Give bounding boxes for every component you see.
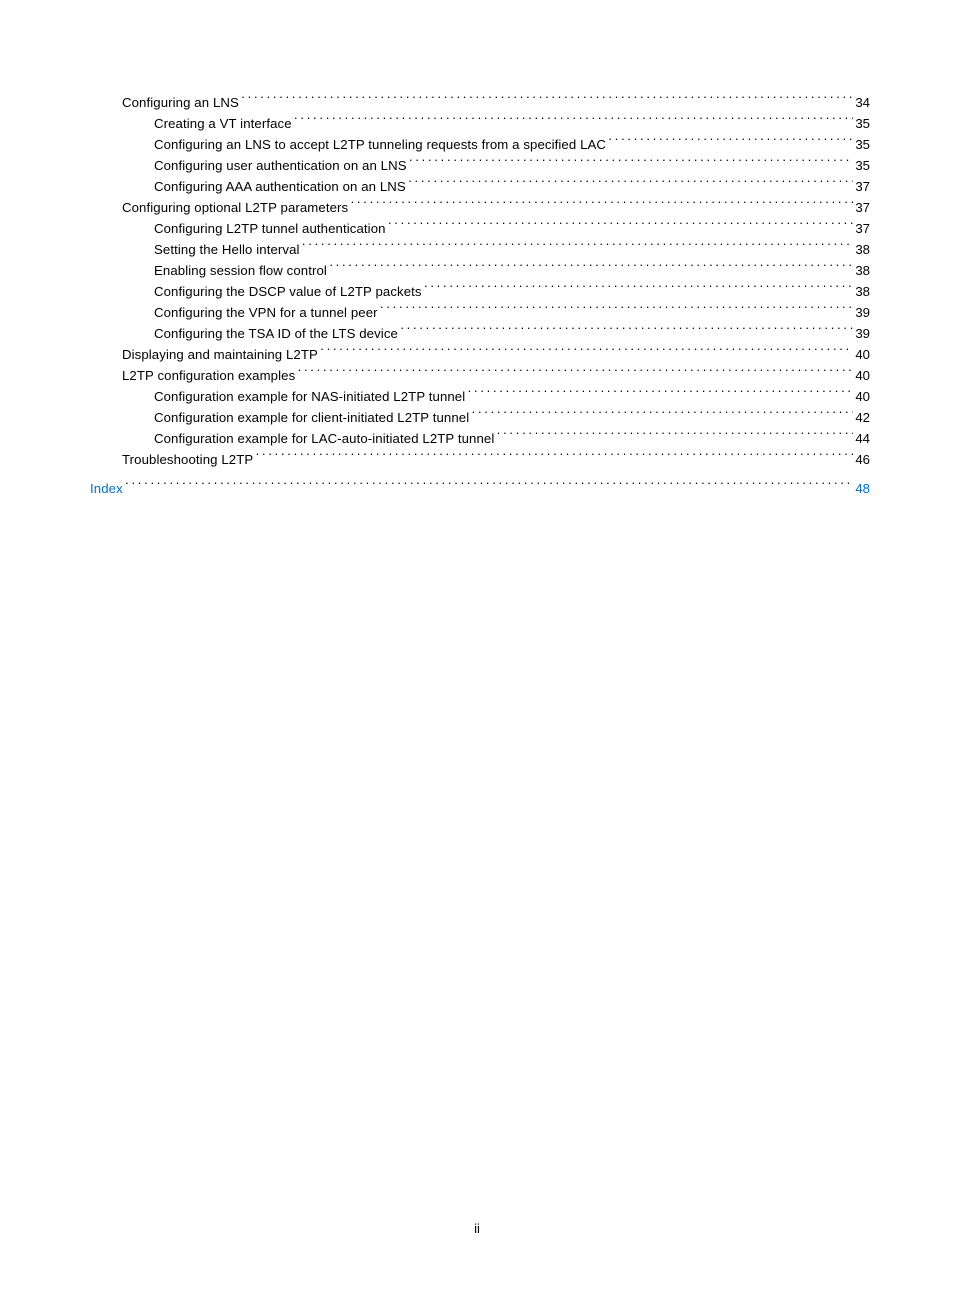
toc-entry: Configuring optional L2TP parameters 37 bbox=[90, 197, 870, 218]
toc-leaders bbox=[496, 430, 853, 443]
toc-entry-title: Displaying and maintaining L2TP bbox=[122, 344, 318, 365]
toc-entry-title: Configuring AAA authentication on an LNS bbox=[154, 176, 406, 197]
toc-entry: Configuring the VPN for a tunnel peer 39 bbox=[90, 302, 870, 323]
toc-entry-title: Configuring the TSA ID of the LTS device bbox=[154, 323, 398, 344]
page-number-label: ii bbox=[474, 1221, 480, 1236]
toc-leaders bbox=[241, 94, 853, 107]
toc-entry-page: 39 bbox=[855, 302, 870, 323]
toc-entry-title: Troubleshooting L2TP bbox=[122, 449, 253, 470]
toc-entry-title: Setting the Hello interval bbox=[154, 239, 300, 260]
toc-entry-title: Configuration example for LAC-auto-initi… bbox=[154, 428, 494, 449]
toc-leaders bbox=[125, 480, 854, 493]
page-number-footer: ii bbox=[0, 1221, 954, 1236]
toc-leaders bbox=[467, 388, 853, 401]
toc-entry: Configuration example for NAS-initiated … bbox=[90, 386, 870, 407]
toc-leaders bbox=[408, 178, 854, 191]
toc-leaders bbox=[297, 367, 853, 380]
toc-entry-title: L2TP configuration examples bbox=[122, 365, 295, 386]
toc-leaders bbox=[388, 220, 854, 233]
toc-entry-page: 42 bbox=[855, 407, 870, 428]
toc-entry: Configuring an LNS 34 bbox=[90, 92, 870, 113]
toc-entry: Displaying and maintaining L2TP 40 bbox=[90, 344, 870, 365]
toc-entry-page: 37 bbox=[855, 176, 870, 197]
toc-entry-title: Configuring the VPN for a tunnel peer bbox=[154, 302, 378, 323]
toc-entry-page: 40 bbox=[855, 344, 870, 365]
toc-entry-page: 35 bbox=[855, 155, 870, 176]
toc-leaders bbox=[380, 304, 854, 317]
toc-entry-title: Configuring optional L2TP parameters bbox=[122, 197, 348, 218]
toc-leaders bbox=[409, 157, 854, 170]
toc-entry-title: Configuring L2TP tunnel authentication bbox=[154, 218, 386, 239]
toc-entry-title: Creating a VT interface bbox=[154, 113, 292, 134]
toc-entry-page: 44 bbox=[855, 428, 870, 449]
toc-entry: Enabling session flow control 38 bbox=[90, 260, 870, 281]
toc-entry-page: 38 bbox=[855, 281, 870, 302]
toc-entry-page: 35 bbox=[855, 113, 870, 134]
toc-entry-page: 46 bbox=[855, 449, 870, 470]
toc-entry[interactable]: Index 48 bbox=[90, 478, 870, 499]
toc-entry-title: Configuring the DSCP value of L2TP packe… bbox=[154, 281, 422, 302]
toc-leaders bbox=[320, 346, 853, 359]
toc-entry-title: Configuring user authentication on an LN… bbox=[154, 155, 407, 176]
toc-entry-page: 34 bbox=[855, 92, 870, 113]
toc-entry: Configuring user authentication on an LN… bbox=[90, 155, 870, 176]
toc-entry: Configuring the TSA ID of the LTS device… bbox=[90, 323, 870, 344]
toc-entry: Configuring L2TP tunnel authentication 3… bbox=[90, 218, 870, 239]
toc-entry: Configuring AAA authentication on an LNS… bbox=[90, 176, 870, 197]
toc-entry-title[interactable]: Index bbox=[90, 478, 123, 499]
toc-entry: Configuring an LNS to accept L2TP tunnel… bbox=[90, 134, 870, 155]
toc-leaders bbox=[329, 262, 853, 275]
toc-entry-page: 38 bbox=[855, 260, 870, 281]
toc-entry: Creating a VT interface 35 bbox=[90, 113, 870, 134]
toc-entry-page: 40 bbox=[855, 386, 870, 407]
toc-entry: L2TP configuration examples 40 bbox=[90, 365, 870, 386]
toc-entry-page: 38 bbox=[855, 239, 870, 260]
toc-leaders bbox=[471, 409, 853, 422]
toc-container: Configuring an LNS 34Creating a VT inter… bbox=[90, 92, 870, 499]
toc-entry: Configuring the DSCP value of L2TP packe… bbox=[90, 281, 870, 302]
toc-leaders bbox=[400, 325, 853, 338]
toc-leaders bbox=[302, 241, 854, 254]
toc-entry-page: 37 bbox=[855, 197, 870, 218]
toc-entry: Troubleshooting L2TP 46 bbox=[90, 449, 870, 470]
toc-entry-title: Configuring an LNS bbox=[122, 92, 239, 113]
toc-entry: Configuration example for LAC-auto-initi… bbox=[90, 428, 870, 449]
toc-entry-title: Configuration example for client-initiat… bbox=[154, 407, 469, 428]
toc-leaders bbox=[424, 283, 854, 296]
toc-entry-page[interactable]: 48 bbox=[855, 478, 870, 499]
toc-entry-page: 39 bbox=[855, 323, 870, 344]
toc-leaders bbox=[350, 199, 853, 212]
toc-entry-title: Configuration example for NAS-initiated … bbox=[154, 386, 465, 407]
toc-entry-title: Enabling session flow control bbox=[154, 260, 327, 281]
toc-entry-title: Configuring an LNS to accept L2TP tunnel… bbox=[154, 134, 606, 155]
toc-leaders bbox=[294, 115, 854, 128]
toc-entry-page: 40 bbox=[855, 365, 870, 386]
toc-entry: Setting the Hello interval 38 bbox=[90, 239, 870, 260]
toc-entry: Configuration example for client-initiat… bbox=[90, 407, 870, 428]
toc-leaders bbox=[255, 451, 853, 464]
toc-entry-page: 35 bbox=[855, 134, 870, 155]
toc-leaders bbox=[608, 136, 853, 149]
toc-entry-page: 37 bbox=[855, 218, 870, 239]
